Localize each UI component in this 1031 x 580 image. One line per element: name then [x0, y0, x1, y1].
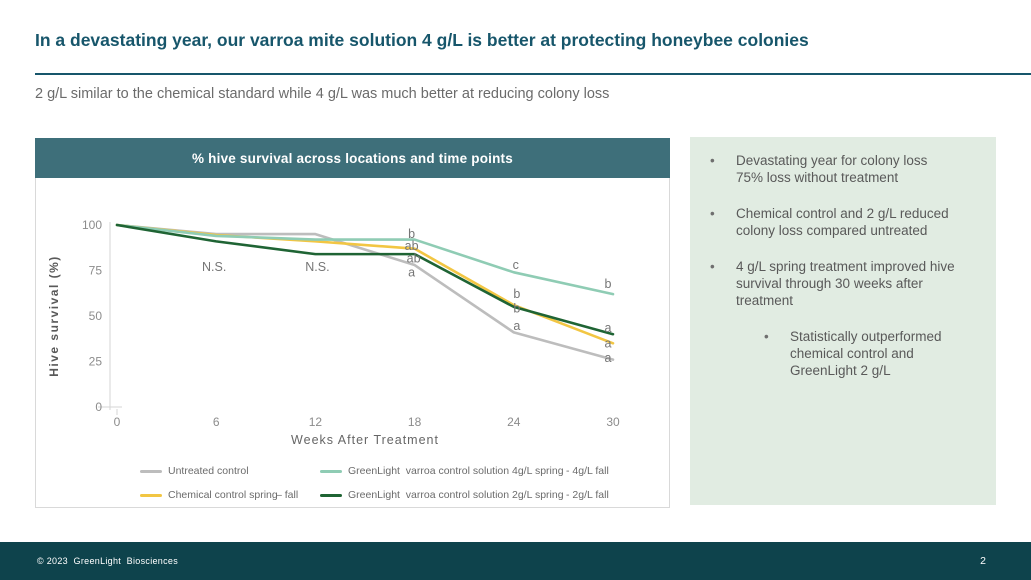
x-tick-label: 6 [213, 415, 220, 429]
key-takeaways-panel: • Devastating year for colony loss 75% l… [690, 137, 996, 505]
bullet-text: Chemical control and 2 g/L reduced colon… [736, 206, 949, 238]
y-axis-title: Hive survival (%) [47, 255, 61, 377]
significance-label: ab [407, 252, 421, 266]
chart-body: 100 75 50 25 0 0 6 12 18 24 30 Weeks After Treatmen… [35, 178, 670, 508]
bullet-item: • 4 g/L spring treatment improved hive s… [710, 258, 982, 309]
legend-label-4gl-fall: - 4g/L fall [566, 465, 609, 477]
x-tick-label: 12 [309, 415, 323, 429]
legend-swatch-chemical [140, 494, 162, 497]
significance-label: a [605, 321, 612, 335]
bullet-text: Statistically outperformed chemical cont… [790, 329, 942, 378]
x-axis-title: Weeks After Treatment [291, 433, 439, 447]
legend-label-untreated: Untreated control [168, 465, 249, 477]
bullet-icon: • [710, 259, 715, 274]
legend-label-chemical-fall: – fall [276, 489, 299, 501]
bullet-sub-item: • Statistically outperformed chemical co… [764, 328, 982, 379]
x-tick-label: 30 [606, 415, 620, 429]
slide-subtitle: 2 g/L similar to the chemical standard w… [35, 86, 610, 102]
significance-label: a [513, 319, 520, 333]
x-tick-label: 18 [408, 415, 422, 429]
significance-label: ab [405, 239, 419, 253]
chart-title: % hive survival across locations and tim… [35, 138, 670, 178]
x-tick-label: 24 [507, 415, 521, 429]
significance-label: a [408, 265, 415, 279]
legend-label-2gl-fall: - 2g/L fall [566, 489, 609, 501]
legend-label-chemical: Chemical control spring [168, 489, 278, 501]
significance-label: a [605, 336, 612, 350]
significance-label: b [605, 277, 612, 291]
x-tick-label: 0 [114, 415, 121, 429]
bullet-icon: • [710, 206, 715, 221]
y-tick-label: 50 [89, 309, 103, 323]
series-line [115, 223, 615, 336]
bullet-icon: • [710, 153, 715, 168]
significance-label: c [513, 258, 519, 272]
significance-label: N.S. [305, 260, 329, 274]
survival-line-chart: 100 75 50 25 00 6 12 18 24 30 Weeks After Treatmen… [47, 218, 620, 447]
significance-label: N.S. [202, 260, 226, 274]
legend-swatch-4gl-spring [320, 470, 342, 473]
slide-footer: © 2023 GreenLight Biosciences 2 [0, 542, 1031, 580]
bullet-item: • Devastating year for colony loss 75% l… [710, 152, 982, 186]
series-line [115, 223, 615, 296]
legend-swatch-untreated [140, 470, 162, 473]
legend-label-4gl-spring: GreenLight varroa control solution 4g/L … [348, 465, 564, 477]
bullet-icon: • [764, 329, 769, 344]
bullet-text: 4 g/L spring treatment improved hive sur… [736, 259, 955, 308]
bullet-text: Devastating year for colony loss 75% los… [736, 153, 928, 185]
slide-title: In a devastating year, our varroa mite s… [35, 30, 809, 50]
chart-panel: % hive survival across locations and tim… [35, 138, 670, 508]
copyright-text: © 2023 GreenLight Biosciences [37, 556, 179, 566]
legend-label-2gl-spring: GreenLight varroa control solution 2g/L … [348, 489, 564, 501]
title-underline [35, 73, 1031, 75]
legend-swatch-2gl-spring [320, 494, 342, 497]
y-tick-label: 0 [95, 400, 102, 414]
page-number: 2 [980, 555, 986, 567]
y-tick-label: 75 [89, 264, 103, 278]
bullet-item: • Chemical control and 2 g/L reduced col… [710, 205, 982, 239]
significance-label: b [408, 227, 415, 241]
significance-label: b [513, 302, 520, 316]
y-tick-label: 100 [82, 218, 102, 232]
y-tick-label: 25 [89, 355, 103, 369]
significance-label: b [513, 287, 520, 301]
series-line [115, 223, 615, 345]
significance-label: a [605, 351, 612, 365]
